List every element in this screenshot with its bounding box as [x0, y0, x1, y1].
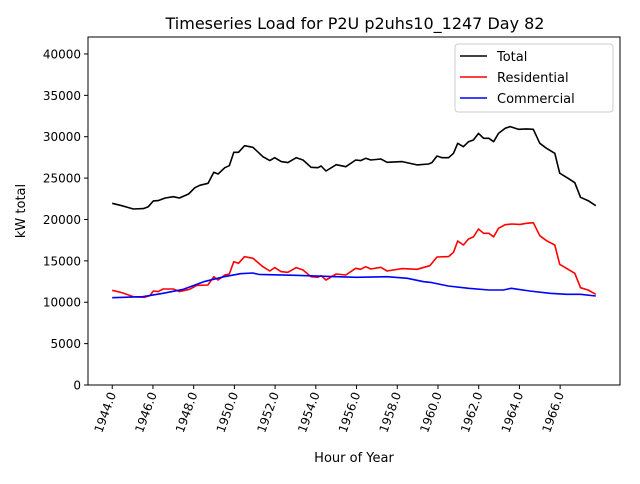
legend: Total Residential Commercial: [454, 43, 614, 113]
x-tick-label: 1964.0: [499, 390, 527, 434]
x-tick-label: 1956.0: [336, 390, 364, 434]
y-axis-label: kW total: [14, 184, 29, 238]
y-tick-label: 35000: [43, 89, 81, 103]
x-tick-label: 1960.0: [417, 390, 445, 434]
x-axis: 1944.0 1946.0 1948.0 1950.0 1952.0 1954.0 1956…: [92, 385, 567, 434]
y-tick-label: 5000: [50, 337, 81, 351]
plot-area: [112, 125, 597, 299]
chart-title: Timeseries Load for P2U p2uhs10_1247 Day…: [165, 14, 545, 34]
x-tick-label: 1944.0: [92, 390, 120, 434]
y-axis: 0 5000 10000 15000 20000 25000 30000 35000 40000: [43, 47, 88, 393]
y-tick-label: 30000: [43, 130, 81, 144]
series-line-total: [112, 125, 597, 210]
x-tick-label: 1950.0: [214, 390, 242, 434]
x-tick-label: 1966.0: [539, 390, 567, 434]
legend-label-commercial: Commercial: [497, 92, 575, 107]
y-tick-label: 10000: [43, 296, 81, 310]
y-tick-label: 20000: [43, 213, 81, 227]
series-line-commercial: [112, 272, 596, 299]
x-tick-label: 1962.0: [458, 390, 486, 434]
legend-box: [454, 43, 614, 113]
x-tick-label: 1948.0: [173, 390, 201, 434]
axes-frame: [87, 36, 621, 386]
y-tick-label: 40000: [43, 47, 81, 61]
legend-label-total: Total: [496, 50, 527, 65]
y-tick-label: 15000: [43, 254, 81, 268]
x-tick-label: 1958.0: [377, 390, 405, 434]
x-tick-label: 1952.0: [254, 390, 282, 434]
y-tick-label: 0: [73, 379, 81, 393]
x-tick-label: 1946.0: [132, 390, 160, 434]
x-tick-label: 1954.0: [295, 390, 323, 434]
legend-label-residential: Residential: [497, 71, 569, 86]
x-axis-label: Hour of Year: [314, 451, 394, 466]
y-tick-label: 25000: [43, 172, 81, 186]
series-line-residential: [112, 221, 597, 299]
